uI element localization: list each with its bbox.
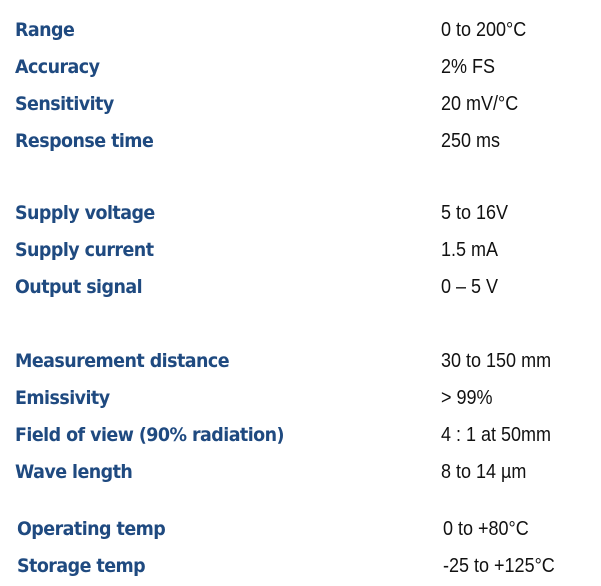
spec-row: Emissivity > 99% (0, 380, 601, 417)
spec-row: Operating temp 0 to +80°C (0, 511, 601, 548)
spec-label: Wave length (15, 461, 133, 483)
spec-row: Supply voltage 5 to 16V (0, 195, 601, 232)
spec-value: > 99% (441, 387, 493, 409)
spec-value: 20 mV/°C (441, 93, 519, 115)
spec-value: -25 to +125°C (443, 555, 555, 577)
spec-label: Range (15, 19, 75, 41)
spec-value: 30 to 150 mm (441, 350, 552, 372)
spec-label: Output signal (15, 276, 143, 298)
spec-value: 5 to 16V (441, 202, 509, 224)
spec-row: Accuracy 2% FS (0, 49, 601, 86)
spec-group: Supply voltage 5 to 16V Supply current 1.5 … (0, 195, 601, 306)
spec-row: Sensitivity 20 mV/°C (0, 86, 601, 123)
spec-value: 2% FS (441, 56, 496, 78)
spec-label: Operating temp (17, 518, 166, 540)
spec-row: Measurement distance 30 to 150 mm (0, 343, 601, 380)
spec-row: Storage temp -25 to +125°C (0, 548, 601, 585)
spec-label: Emissivity (15, 387, 110, 409)
spec-label: Storage temp (17, 555, 146, 577)
spec-value: 0 – 5 V (441, 276, 499, 298)
spec-label: Accuracy (15, 56, 100, 78)
spec-row: Field of view (90% radiation) 4 : 1 at 50… (0, 417, 601, 454)
spec-label: Response time (15, 130, 154, 152)
spec-row: Response time 250 ms (0, 123, 601, 160)
spec-group: Measurement distance 30 to 150 mm Emissivi… (0, 343, 601, 491)
spec-value: 4 : 1 at 50mm (441, 424, 552, 446)
spec-value: 0 to 200°C (441, 19, 527, 41)
spec-row: Range 0 to 200°C (0, 12, 601, 49)
spec-row: Wave length 8 to 14 µm (0, 454, 601, 491)
spec-label: Sensitivity (15, 93, 114, 115)
spec-value: 0 to +80°C (443, 518, 529, 540)
spec-label: Supply voltage (15, 202, 155, 224)
spec-label: Field of view (90% radiation) (15, 424, 285, 446)
spec-value: 250 ms (441, 130, 501, 152)
spec-row: Supply current 1.5 mA (0, 232, 601, 269)
spec-row: Output signal 0 – 5 V (0, 269, 601, 306)
spec-value: 1.5 mA (441, 239, 499, 261)
spec-label: Measurement distance (15, 350, 230, 372)
spec-label: Supply current (15, 239, 154, 261)
spec-value: 8 to 14 µm (441, 461, 527, 483)
spec-group: Range 0 to 200°C Accuracy 2% FS Sensitivity 2… (0, 12, 601, 160)
spec-group: Operating temp 0 to +80°C Storage temp -25 … (0, 511, 601, 585)
